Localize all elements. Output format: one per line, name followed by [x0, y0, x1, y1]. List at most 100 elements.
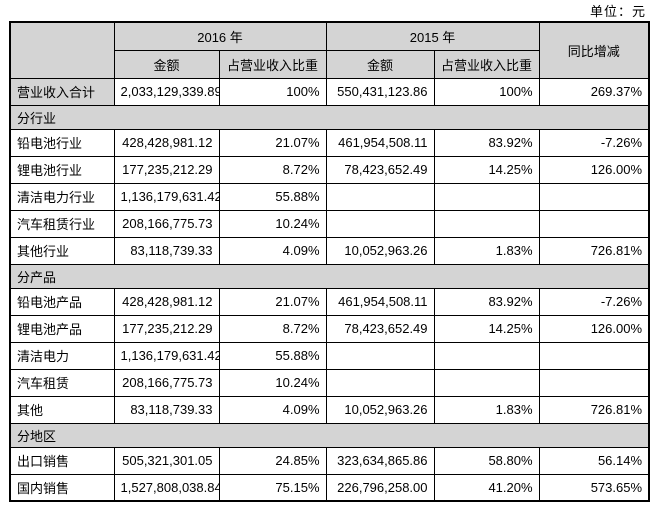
cell-yoy: 56.14% [538, 446, 650, 475]
row-label: 锂电池产品 [9, 314, 115, 343]
row-label: 汽车租赁行业 [9, 209, 115, 238]
table-row-0-0: 铅电池行业 428,428,981.12 21.07% 461,954,508.11 8… [9, 128, 650, 157]
cell-2015-proportion: 41.20% [433, 473, 540, 502]
cell-yoy: 573.65% [538, 473, 650, 502]
row-label: 清洁电力行业 [9, 182, 115, 211]
table-row-0-4: 其他行业 83,118,739.33 4.09% 10,052,963.26 1.83%… [9, 236, 650, 265]
row-label: 出口销售 [9, 446, 115, 475]
section-header-row-1: 分产品 [9, 263, 650, 289]
cell-2016-amount: 83,118,739.33 [113, 395, 220, 424]
cell-2015-proportion: 1.83% [433, 395, 540, 424]
cell-2015-proportion: 1.83% [433, 236, 540, 265]
total-revenue-row: 营业收入合计 2,033,129,339.89 100% 550,431,123.86… [9, 77, 650, 106]
cell-2015-amount [325, 368, 435, 397]
cell-2016-amount: 505,321,301.05 [113, 446, 220, 475]
cell-2015-amount: 323,634,865.86 [325, 446, 435, 475]
row-label: 其他 [9, 395, 115, 424]
revenue-table: 2016 年 2015 年 同比增减 金额 占营业收入比重 金额 占营业收入比重… [9, 21, 650, 502]
cell-yoy [538, 182, 650, 211]
row-label: 其他行业 [9, 236, 115, 265]
cell-2015-amount: 10,052,963.26 [325, 236, 435, 265]
cell-2015-proportion [433, 341, 540, 370]
year-2015-header: 2015 年 [325, 21, 540, 51]
row-label: 铅电池行业 [9, 128, 115, 157]
cell-yoy [538, 368, 650, 397]
cell-2015-amount: 226,796,258.00 [325, 473, 435, 502]
cell-2016-amount: 83,118,739.33 [113, 236, 220, 265]
amount-2016-header: 金额 [113, 49, 220, 79]
row-label: 铅电池产品 [9, 287, 115, 316]
proportion-2015-header: 占营业收入比重 [433, 49, 540, 79]
cell-2015-amount: 461,954,508.11 [325, 128, 435, 157]
row-label: 锂电池行业 [9, 155, 115, 184]
cell-2016-proportion: 4.09% [218, 395, 327, 424]
cell-2016-proportion: 100% [218, 77, 327, 106]
table-row-0-2: 清洁电力行业 1,136,179,631.42 55.88% [9, 182, 650, 211]
cell-2016-amount: 428,428,981.12 [113, 128, 220, 157]
amount-2015-header: 金额 [325, 49, 435, 79]
cell-2016-amount: 1,527,808,038.84 [113, 473, 220, 502]
cell-yoy: 126.00% [538, 155, 650, 184]
table-row-1-2: 清洁电力 1,136,179,631.42 55.88% [9, 341, 650, 370]
header-row-measures: 金额 占营业收入比重 金额 占营业收入比重 [10, 49, 649, 79]
section-title: 分地区 [9, 422, 650, 448]
row-label: 营业收入合计 [9, 77, 115, 106]
section-title: 分行业 [9, 104, 650, 130]
table-row-1-0: 铅电池产品 428,428,981.12 21.07% 461,954,508.11 8… [9, 287, 650, 316]
cell-2016-amount: 208,166,775.73 [113, 209, 220, 238]
year-2016-header: 2016 年 [113, 21, 327, 51]
cell-2016-proportion: 10.24% [218, 368, 327, 397]
cell-2015-proportion: 14.25% [433, 155, 540, 184]
cell-2016-proportion: 55.88% [218, 182, 327, 211]
cell-2016-amount: 177,235,212.29 [113, 155, 220, 184]
cell-yoy: 126.00% [538, 314, 650, 343]
cell-2015-amount: 10,052,963.26 [325, 395, 435, 424]
table-row-2-0: 出口销售 505,321,301.05 24.85% 323,634,865.86 58… [9, 446, 650, 475]
cell-2015-amount: 78,423,652.49 [325, 155, 435, 184]
cell-yoy: -7.26% [538, 287, 650, 316]
proportion-2016-header: 占营业收入比重 [218, 49, 327, 79]
header-row-years: 2016 年 2015 年 同比增减 [9, 21, 650, 79]
row-label: 汽车租赁 [9, 368, 115, 397]
cell-2015-amount: 550,431,123.86 [325, 77, 435, 106]
cell-2016-proportion: 55.88% [218, 341, 327, 370]
row-label: 国内销售 [9, 473, 115, 502]
cell-2015-proportion: 83.92% [433, 287, 540, 316]
cell-2015-amount [325, 182, 435, 211]
cell-2015-proportion: 83.92% [433, 128, 540, 157]
cell-2015-amount [325, 341, 435, 370]
corner-cell [9, 21, 115, 79]
cell-2015-amount: 78,423,652.49 [325, 314, 435, 343]
cell-2015-proportion: 14.25% [433, 314, 540, 343]
cell-2015-proportion [433, 182, 540, 211]
cell-yoy: 726.81% [538, 395, 650, 424]
cell-2016-proportion: 8.72% [218, 314, 327, 343]
cell-yoy: 726.81% [538, 236, 650, 265]
table-row-1-4: 其他 83,118,739.33 4.09% 10,052,963.26 1.83% 72… [9, 395, 650, 424]
cell-2015-amount: 461,954,508.11 [325, 287, 435, 316]
cell-2015-amount [325, 209, 435, 238]
section-header-row-0: 分行业 [9, 104, 650, 130]
table-row-0-1: 锂电池行业 177,235,212.29 8.72% 78,423,652.49 14.… [9, 155, 650, 184]
section-header-row-2: 分地区 [9, 422, 650, 448]
cell-2016-proportion: 4.09% [218, 236, 327, 265]
cell-2016-proportion: 8.72% [218, 155, 327, 184]
cell-yoy: 269.37% [538, 77, 650, 106]
table-row-0-3: 汽车租赁行业 208,166,775.73 10.24% [9, 209, 650, 238]
section-title: 分产品 [9, 263, 650, 289]
cell-2016-amount: 1,136,179,631.42 [113, 182, 220, 211]
cell-2016-amount: 2,033,129,339.89 [113, 77, 220, 106]
cell-yoy: -7.26% [538, 128, 650, 157]
cell-2016-proportion: 21.07% [218, 287, 327, 316]
cell-2016-proportion: 24.85% [218, 446, 327, 475]
cell-2016-amount: 428,428,981.12 [113, 287, 220, 316]
table-row-1-1: 锂电池产品 177,235,212.29 8.72% 78,423,652.49 14.… [9, 314, 650, 343]
row-label: 清洁电力 [9, 341, 115, 370]
cell-2016-amount: 208,166,775.73 [113, 368, 220, 397]
cell-2016-amount: 1,136,179,631.42 [113, 341, 220, 370]
cell-2015-proportion: 100% [433, 77, 540, 106]
cell-2016-amount: 177,235,212.29 [113, 314, 220, 343]
table-header: 2016 年 2015 年 同比增减 金额 占营业收入比重 金额 占营业收入比重 [9, 21, 650, 79]
cell-2016-proportion: 75.15% [218, 473, 327, 502]
cell-2015-proportion [433, 368, 540, 397]
